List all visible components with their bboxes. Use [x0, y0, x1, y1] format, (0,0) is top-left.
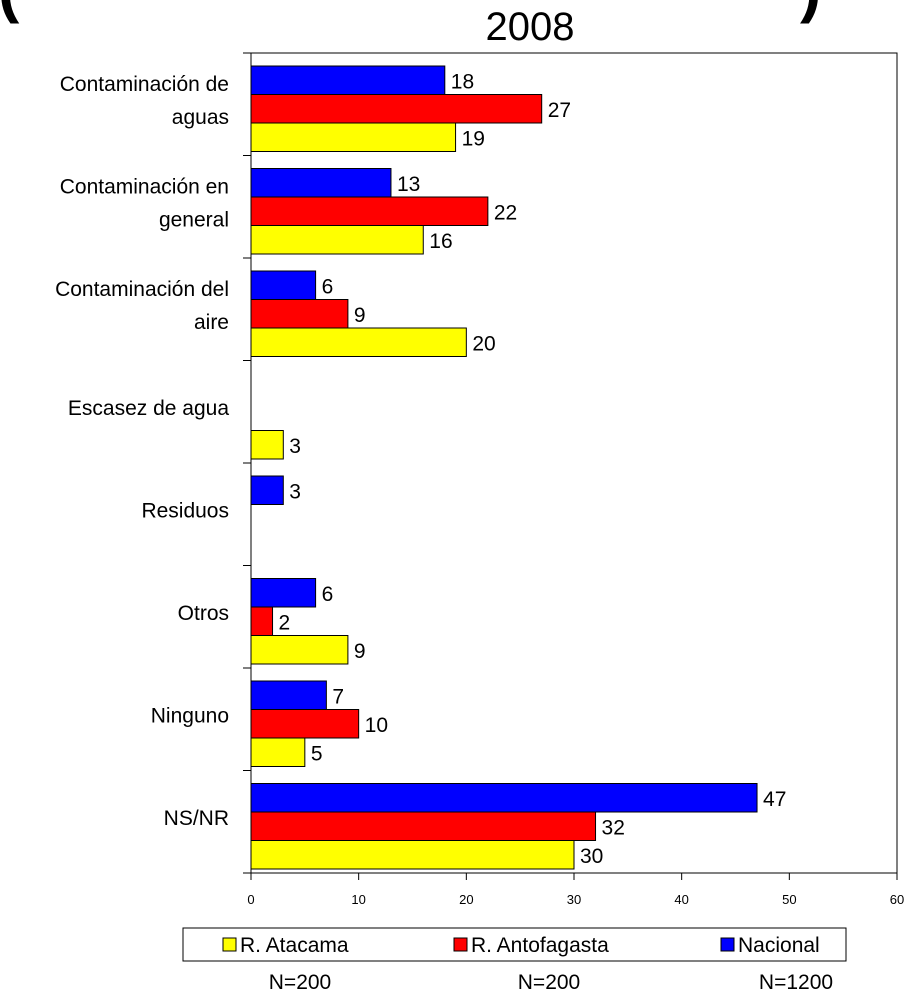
- bar-r-antofagasta: [250, 196, 489, 226]
- x-tick-label: 20: [459, 892, 473, 907]
- bar-r-atacama: [250, 122, 457, 152]
- bar-r-antofagasta: [250, 606, 274, 636]
- legend: R. Atacama R. Antofagasta Nacional: [182, 927, 847, 962]
- bar-r-antofagasta: [250, 299, 349, 329]
- x-tick-label: 30: [567, 892, 581, 907]
- bar-r-atacama: [250, 430, 284, 460]
- sample-size-label: N=1200: [759, 971, 833, 994]
- value-label: 22: [494, 201, 517, 224]
- category-label: aguas: [172, 106, 229, 129]
- value-label: 16: [429, 230, 452, 253]
- category-label: general: [159, 208, 229, 231]
- legend-swatch: [222, 937, 237, 952]
- category-label: Contaminación en: [60, 175, 229, 198]
- bar-r-atacama: [250, 327, 467, 357]
- value-label: 7: [332, 685, 344, 708]
- x-tick-label: 50: [782, 892, 796, 907]
- value-label: 32: [602, 816, 625, 839]
- category-label: Escasez de agua: [68, 397, 229, 420]
- category-label: Contaminación de: [60, 73, 229, 96]
- x-axis: 0 10 20 30 40 50 60: [247, 873, 904, 907]
- bar-r-atacama: [250, 225, 424, 255]
- value-label: 5: [311, 742, 323, 765]
- bar-nacional: [250, 783, 758, 813]
- bars-group: [250, 65, 758, 870]
- legend-frame: [182, 927, 847, 962]
- legend-label: R. Atacama: [240, 934, 349, 957]
- x-tick-label: 40: [674, 892, 688, 907]
- value-label: 6: [322, 275, 334, 298]
- legend-swatch: [453, 937, 468, 952]
- value-label: 27: [548, 99, 571, 122]
- title-right-fragment: ): [800, 0, 821, 24]
- value-label: 47: [763, 788, 786, 811]
- value-label: 19: [462, 127, 485, 150]
- value-label: 2: [279, 611, 291, 634]
- sample-size-label: N=200: [518, 971, 580, 994]
- bar-r-atacama: [250, 635, 349, 665]
- category-label: Otros: [178, 602, 229, 625]
- value-label: 20: [472, 332, 495, 355]
- value-label: 13: [397, 173, 420, 196]
- x-tick-label: 60: [890, 892, 904, 907]
- bar-r-antofagasta: [250, 94, 543, 124]
- bar-nacional: [250, 475, 284, 505]
- value-label: 3: [289, 435, 301, 458]
- bar-nacional: [250, 680, 327, 710]
- category-label: Contaminación del: [55, 278, 229, 301]
- category-label: Residuos: [141, 499, 229, 522]
- legend-swatch: [720, 937, 735, 952]
- value-label: 9: [354, 640, 366, 663]
- chart-title: 2008: [486, 5, 575, 49]
- category-label: NS/NR: [164, 807, 229, 830]
- category-label: aire: [194, 311, 229, 334]
- bar-r-antofagasta: [250, 709, 360, 739]
- bar-nacional: [250, 168, 392, 198]
- title-left-fragment: (: [0, 0, 20, 24]
- x-tick-label: 10: [351, 892, 365, 907]
- value-label: 9: [354, 304, 366, 327]
- bar-nacional: [250, 578, 317, 608]
- bar-r-antofagasta: [250, 811, 597, 841]
- sample-sizes: N=200 N=200 N=1200: [269, 971, 833, 994]
- value-label: 6: [322, 583, 334, 606]
- value-label: 3: [289, 480, 301, 503]
- category-labels-group: Contaminación de aguas Contaminación en gen…: [55, 73, 229, 830]
- bar-r-atacama: [250, 840, 575, 870]
- legend-label: Nacional: [738, 934, 820, 957]
- x-tick-label: 0: [247, 892, 254, 907]
- value-label: 30: [580, 845, 603, 868]
- sample-size-label: N=200: [269, 971, 331, 994]
- value-label: 10: [365, 714, 388, 737]
- bar-r-atacama: [250, 737, 306, 767]
- bar-nacional: [250, 65, 446, 95]
- legend-label: R. Antofagasta: [471, 934, 609, 957]
- category-label: Ninguno: [151, 704, 229, 727]
- value-label: 18: [451, 70, 474, 93]
- bar-nacional: [250, 270, 317, 300]
